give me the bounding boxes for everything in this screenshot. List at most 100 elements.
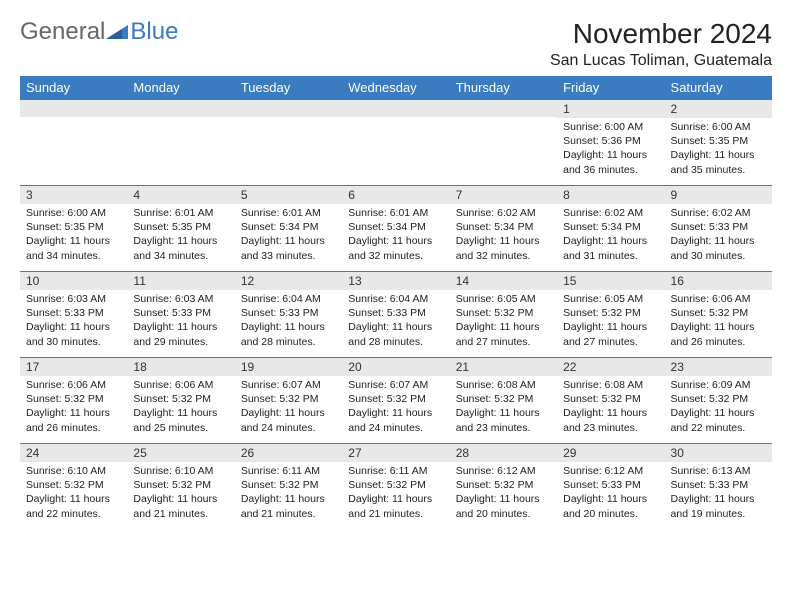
day-number: 27	[342, 444, 449, 462]
title-block: November 2024 San Lucas Toliman, Guatema…	[550, 18, 772, 70]
weekday-header: Friday	[557, 76, 664, 100]
day-detail-line: and 30 minutes.	[26, 335, 121, 349]
day-detail-line: Daylight: 11 hours	[563, 320, 658, 334]
day-detail-line: Sunset: 5:35 PM	[671, 134, 766, 148]
calendar-cell: 24Sunrise: 6:10 AMSunset: 5:32 PMDayligh…	[20, 444, 127, 530]
calendar-cell	[127, 100, 234, 186]
calendar-cell: 30Sunrise: 6:13 AMSunset: 5:33 PMDayligh…	[665, 444, 772, 530]
day-detail-line: and 23 minutes.	[456, 421, 551, 435]
day-detail-line: and 21 minutes.	[241, 507, 336, 521]
day-detail-line: and 21 minutes.	[133, 507, 228, 521]
day-detail-line: Sunset: 5:34 PM	[241, 220, 336, 234]
location-text: San Lucas Toliman, Guatemala	[550, 52, 772, 70]
calendar-cell: 3Sunrise: 6:00 AMSunset: 5:35 PMDaylight…	[20, 186, 127, 272]
day-number: 16	[665, 272, 772, 290]
day-detail-line: Sunset: 5:32 PM	[241, 392, 336, 406]
day-detail-line: Sunset: 5:33 PM	[133, 306, 228, 320]
day-details: Sunrise: 6:01 AMSunset: 5:35 PMDaylight:…	[127, 204, 234, 267]
day-detail-line: Daylight: 11 hours	[26, 406, 121, 420]
day-number: 9	[665, 186, 772, 204]
day-detail-line: Sunrise: 6:00 AM	[671, 120, 766, 134]
day-detail-line: Daylight: 11 hours	[241, 234, 336, 248]
day-details: Sunrise: 6:01 AMSunset: 5:34 PMDaylight:…	[342, 204, 449, 267]
day-detail-line: Sunset: 5:33 PM	[563, 478, 658, 492]
day-detail-line: Daylight: 11 hours	[671, 492, 766, 506]
day-detail-line: Daylight: 11 hours	[456, 406, 551, 420]
calendar-cell: 10Sunrise: 6:03 AMSunset: 5:33 PMDayligh…	[20, 272, 127, 358]
calendar-cell: 7Sunrise: 6:02 AMSunset: 5:34 PMDaylight…	[450, 186, 557, 272]
day-detail-line: Sunset: 5:32 PM	[671, 392, 766, 406]
day-number: 24	[20, 444, 127, 462]
calendar-cell: 5Sunrise: 6:01 AMSunset: 5:34 PMDaylight…	[235, 186, 342, 272]
day-detail-line: and 31 minutes.	[563, 249, 658, 263]
day-detail-line: Sunset: 5:35 PM	[133, 220, 228, 234]
day-detail-line: Sunrise: 6:07 AM	[348, 378, 443, 392]
weekday-header: Saturday	[665, 76, 772, 100]
day-number: 8	[557, 186, 664, 204]
calendar-cell: 2Sunrise: 6:00 AMSunset: 5:35 PMDaylight…	[665, 100, 772, 186]
day-detail-line: Sunrise: 6:12 AM	[563, 464, 658, 478]
day-details: Sunrise: 6:12 AMSunset: 5:32 PMDaylight:…	[450, 462, 557, 525]
day-number: 25	[127, 444, 234, 462]
day-detail-line: Daylight: 11 hours	[241, 406, 336, 420]
day-detail-line: and 20 minutes.	[456, 507, 551, 521]
day-detail-line: Daylight: 11 hours	[456, 492, 551, 506]
day-detail-line: and 22 minutes.	[26, 507, 121, 521]
day-detail-line: Sunrise: 6:03 AM	[26, 292, 121, 306]
day-detail-line: Sunset: 5:33 PM	[671, 478, 766, 492]
day-number: 22	[557, 358, 664, 376]
day-detail-line: Sunset: 5:32 PM	[563, 392, 658, 406]
logo-text-blue: Blue	[130, 18, 178, 46]
day-detail-line: Sunrise: 6:08 AM	[563, 378, 658, 392]
day-detail-line: Sunset: 5:34 PM	[456, 220, 551, 234]
day-detail-line: and 27 minutes.	[563, 335, 658, 349]
day-detail-line: Sunrise: 6:07 AM	[241, 378, 336, 392]
day-detail-line: Daylight: 11 hours	[456, 234, 551, 248]
day-number: 11	[127, 272, 234, 290]
calendar-cell: 12Sunrise: 6:04 AMSunset: 5:33 PMDayligh…	[235, 272, 342, 358]
day-detail-line: and 26 minutes.	[26, 421, 121, 435]
calendar-cell	[20, 100, 127, 186]
weekday-header-row: Sunday Monday Tuesday Wednesday Thursday…	[20, 76, 772, 100]
day-detail-line: Sunrise: 6:02 AM	[671, 206, 766, 220]
day-detail-line: Sunrise: 6:09 AM	[671, 378, 766, 392]
day-detail-line: Sunset: 5:36 PM	[563, 134, 658, 148]
day-detail-line: Daylight: 11 hours	[563, 148, 658, 162]
day-detail-line: and 35 minutes.	[671, 163, 766, 177]
calendar-cell: 26Sunrise: 6:11 AMSunset: 5:32 PMDayligh…	[235, 444, 342, 530]
day-number: 15	[557, 272, 664, 290]
calendar-cell: 23Sunrise: 6:09 AMSunset: 5:32 PMDayligh…	[665, 358, 772, 444]
day-number: 30	[665, 444, 772, 462]
day-number: 6	[342, 186, 449, 204]
day-detail-line: Sunset: 5:32 PM	[456, 306, 551, 320]
day-detail-line: and 32 minutes.	[348, 249, 443, 263]
calendar-cell: 6Sunrise: 6:01 AMSunset: 5:34 PMDaylight…	[342, 186, 449, 272]
day-detail-line: Sunrise: 6:11 AM	[348, 464, 443, 478]
day-detail-line: and 24 minutes.	[348, 421, 443, 435]
calendar-cell: 29Sunrise: 6:12 AMSunset: 5:33 PMDayligh…	[557, 444, 664, 530]
empty-day	[235, 100, 342, 117]
day-detail-line: Sunset: 5:33 PM	[241, 306, 336, 320]
day-detail-line: and 33 minutes.	[241, 249, 336, 263]
calendar-cell: 17Sunrise: 6:06 AMSunset: 5:32 PMDayligh…	[20, 358, 127, 444]
day-details: Sunrise: 6:09 AMSunset: 5:32 PMDaylight:…	[665, 376, 772, 439]
day-details: Sunrise: 6:06 AMSunset: 5:32 PMDaylight:…	[665, 290, 772, 353]
calendar-cell	[235, 100, 342, 186]
day-details: Sunrise: 6:04 AMSunset: 5:33 PMDaylight:…	[342, 290, 449, 353]
day-detail-line: Sunrise: 6:00 AM	[26, 206, 121, 220]
empty-day	[127, 100, 234, 117]
calendar-cell: 14Sunrise: 6:05 AMSunset: 5:32 PMDayligh…	[450, 272, 557, 358]
day-details: Sunrise: 6:08 AMSunset: 5:32 PMDaylight:…	[557, 376, 664, 439]
calendar-cell: 8Sunrise: 6:02 AMSunset: 5:34 PMDaylight…	[557, 186, 664, 272]
calendar-cell	[450, 100, 557, 186]
day-detail-line: Daylight: 11 hours	[241, 320, 336, 334]
day-details: Sunrise: 6:12 AMSunset: 5:33 PMDaylight:…	[557, 462, 664, 525]
day-detail-line: Sunrise: 6:03 AM	[133, 292, 228, 306]
day-number: 14	[450, 272, 557, 290]
day-detail-line: Sunrise: 6:02 AM	[563, 206, 658, 220]
day-detail-line: Sunset: 5:33 PM	[671, 220, 766, 234]
calendar-cell: 27Sunrise: 6:11 AMSunset: 5:32 PMDayligh…	[342, 444, 449, 530]
day-detail-line: Sunrise: 6:06 AM	[671, 292, 766, 306]
calendar-cell: 16Sunrise: 6:06 AMSunset: 5:32 PMDayligh…	[665, 272, 772, 358]
calendar-cell: 18Sunrise: 6:06 AMSunset: 5:32 PMDayligh…	[127, 358, 234, 444]
